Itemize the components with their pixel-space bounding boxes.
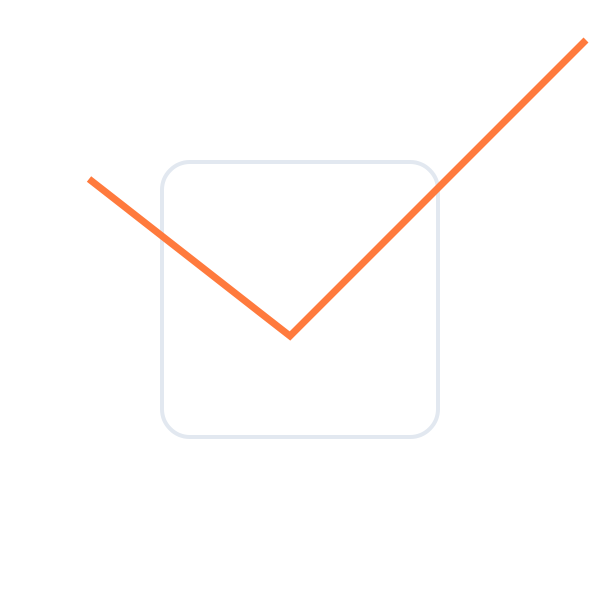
checkmark-icon (86, 37, 589, 341)
checkbox-box[interactable] (160, 160, 440, 439)
